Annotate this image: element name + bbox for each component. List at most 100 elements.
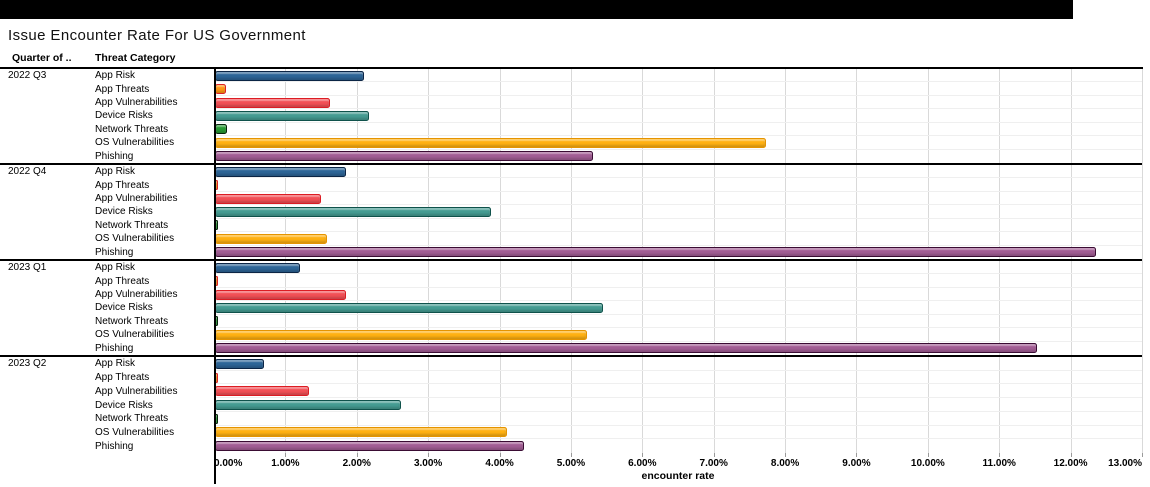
x-axis-tick-label: 9.00% [842,458,871,469]
x-axis-tick-label: 6.00% [628,458,657,469]
bar-cell [214,232,1142,245]
bar-os-vulnerabilities[interactable] [215,329,588,340]
table-row: Device Risks [0,398,1142,412]
category-label: OS Vulnerabilities [95,426,175,438]
quarter-column-header[interactable]: Quarter of .. [12,52,72,64]
bar-app-vulnerabilities[interactable] [215,386,310,397]
table-row: App Threats [0,178,1142,191]
bar-os-vulnerabilities[interactable] [215,137,766,148]
x-axis-tick [999,453,1001,457]
quarter-label: 2022 Q4 [8,166,47,178]
x-axis-tick [785,453,787,457]
category-label: App Threats [95,83,150,95]
table-row: OS Vulnerabilities [0,136,1142,149]
category-label: App Vulnerabilities [95,289,178,301]
gridline [642,69,644,453]
gridline [927,69,929,453]
category-label: Device Risks [95,399,153,411]
x-axis-tick-label: 8.00% [770,458,800,469]
bar-chart: 2022 Q3 App Risk App Threats App Vulnerabil… [0,67,1143,453]
bar-phishing[interactable] [215,247,1097,258]
bar-network-threats[interactable] [215,124,228,135]
column-headers: Quarter of .. Threat Category [0,52,1142,67]
category-label: Phishing [95,440,134,452]
bar-cell [214,315,1142,328]
bar-phishing[interactable] [215,343,1038,354]
bar-cell [214,205,1142,218]
bar-cell [214,274,1142,287]
table-row: Network Threats [0,412,1142,426]
table-row: OS Vulnerabilities [0,328,1142,341]
bar-cell [214,328,1142,341]
gridlines [214,69,1143,453]
x-axis-tick-label: 12.00% [1053,458,1088,469]
table-row: Device Risks [0,205,1142,218]
quarter-section: 2023 Q2 App Risk App Threats App Vulnerabil… [0,357,1142,453]
table-row: App Threats [0,274,1142,287]
bar-app-risk[interactable] [215,262,301,273]
bar-app-vulnerabilities[interactable] [215,97,331,108]
table-row: 2022 Q4 App Risk [0,165,1142,178]
category-label: Network Threats [95,413,169,425]
table-row: 2022 Q3 App Risk [0,69,1142,82]
table-row: Network Threats [0,123,1142,136]
x-axis-tick-label: 3.00% [413,458,443,469]
quarter-label: 2022 Q3 [8,70,47,82]
category-label: OS Vulnerabilities [95,137,175,149]
bar-os-vulnerabilities[interactable] [215,427,508,438]
bar-cell [214,288,1142,301]
table-row: App Vulnerabilities [0,96,1142,109]
bar-device-risks[interactable] [215,302,604,313]
category-column-header[interactable]: Threat Category [95,52,176,64]
x-axis: 0.00% 1.00% 2.00% 3.00% 4.00% 5.00% 6.00% 7.00%… [214,453,1143,483]
x-axis-tick-label: 13.00% [1108,458,1142,469]
table-row: Phishing [0,150,1142,163]
category-label: App Risk [95,262,136,274]
x-axis-tick-label: 2.00% [342,458,371,469]
x-axis-tick [356,453,358,457]
gridline [356,69,358,453]
category-label: Network Threats [95,219,169,231]
x-axis-tick [927,453,929,457]
table-row: App Vulnerabilities [0,384,1142,398]
x-axis-tick-label: 11.00% [982,458,1016,469]
category-label: Device Risks [95,206,153,218]
x-axis-tick [642,453,644,457]
category-label: App Risk [95,70,136,82]
bar-cell [214,384,1142,398]
gridline [856,69,858,453]
bar-os-vulnerabilities[interactable] [215,233,327,244]
category-label: Network Threats [95,123,169,135]
bar-app-vulnerabilities[interactable] [215,193,321,204]
x-axis-tick-label: 0.00% [214,458,243,469]
table-row: App Vulnerabilities [0,192,1142,205]
bar-cell [214,96,1142,109]
bar-app-risk[interactable] [215,70,364,81]
bar-device-risks[interactable] [215,206,492,217]
x-axis-tick [428,453,430,457]
category-label: App Vulnerabilities [95,97,178,109]
bar-phishing[interactable] [215,441,524,452]
bar-phishing[interactable] [215,151,594,162]
x-axis-tick [713,453,715,457]
bar-app-vulnerabilities[interactable] [215,289,347,300]
gridline [285,69,287,453]
bar-cell [214,69,1142,82]
bar-device-risks[interactable] [215,110,369,121]
table-row: Network Threats [0,219,1142,232]
bar-app-risk[interactable] [215,358,264,369]
table-row: App Threats [0,371,1142,385]
bar-app-threats[interactable] [215,84,226,95]
category-label: App Threats [95,275,150,287]
bar-device-risks[interactable] [215,400,402,411]
gridline [999,69,1001,453]
category-label: Device Risks [95,110,153,122]
bar-cell [214,357,1142,371]
table-row: Device Risks [0,301,1142,314]
bar-cell [214,426,1142,440]
x-axis-tick-label: 7.00% [699,458,728,469]
bar-cell [214,82,1142,95]
bar-app-risk[interactable] [215,166,346,177]
bar-cell [214,371,1142,385]
x-axis-tick [1142,453,1143,457]
